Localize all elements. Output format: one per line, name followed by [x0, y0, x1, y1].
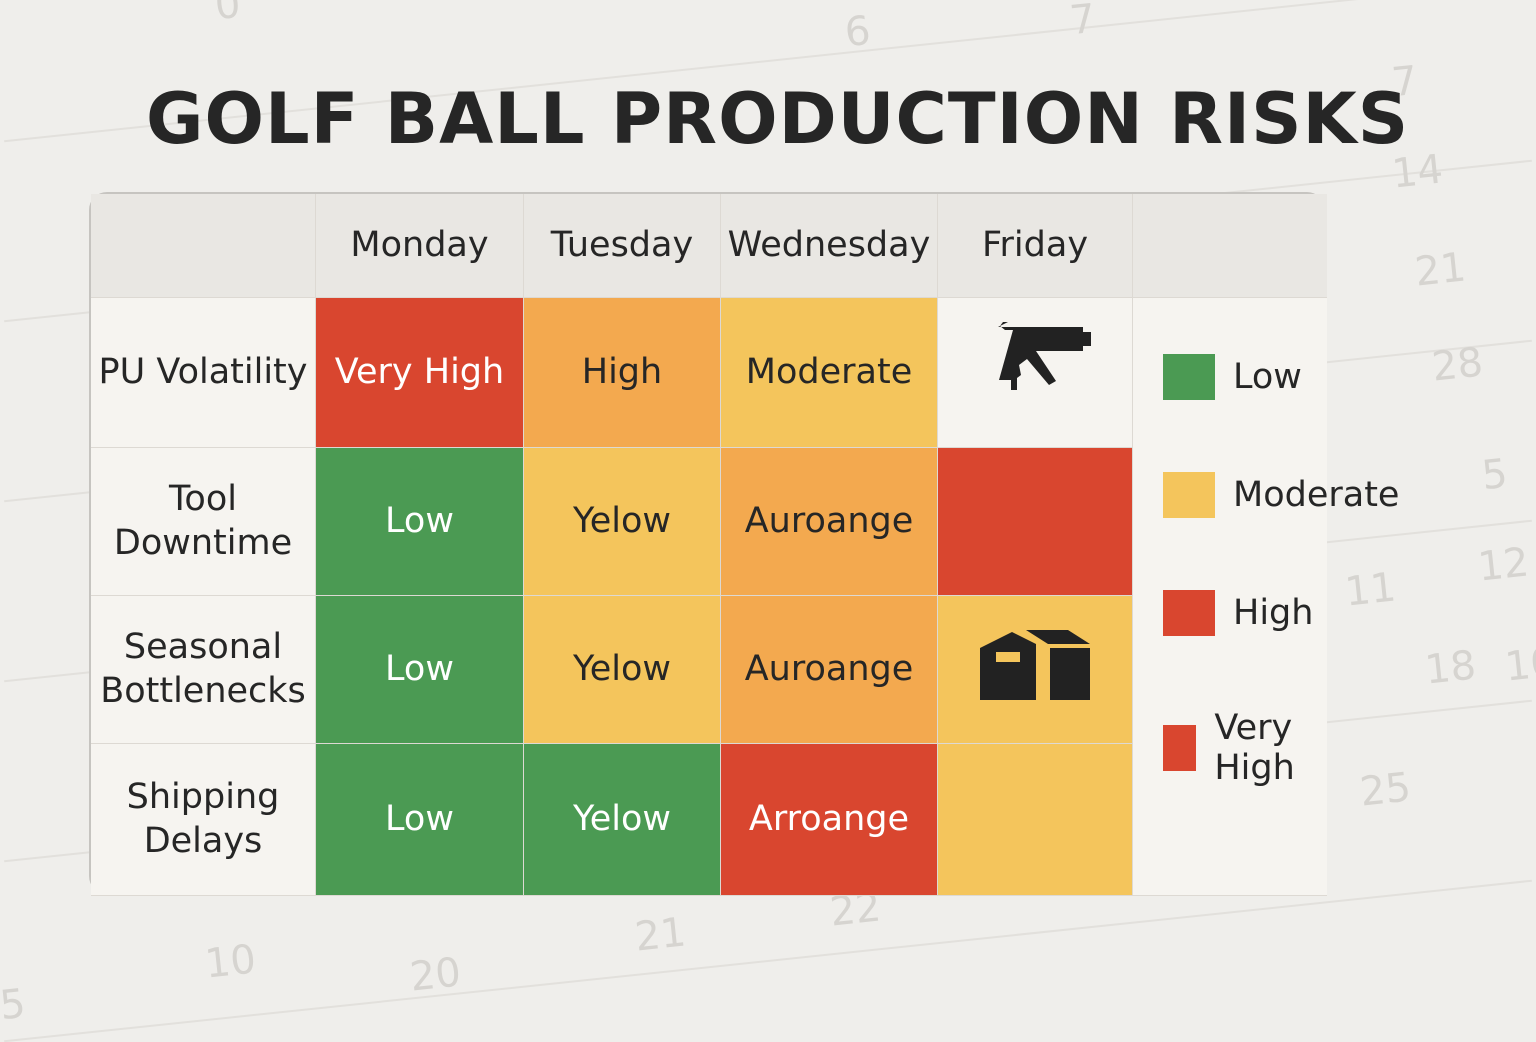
heatmap-cell: Yelow [524, 596, 721, 744]
calendar-day-number: 5 [1479, 450, 1510, 500]
heatmap-cell [938, 448, 1133, 596]
header-corner [91, 194, 316, 298]
heatmap-cell: Yelow [524, 744, 721, 896]
column-header: Friday [938, 194, 1133, 298]
legend-swatch [1163, 725, 1197, 771]
row-label: Tool Downtime [91, 448, 316, 596]
calendar-day-number: 21 [1412, 244, 1469, 296]
page-title: GOLF BALL PRODUCTION RISKS [146, 78, 1410, 160]
legend-label: High [1233, 593, 1314, 633]
legend-item: High [1163, 590, 1313, 636]
calendar-day-number: 5 [0, 980, 28, 1030]
row-label: PU Volatility [91, 298, 316, 448]
column-header: Monday [316, 194, 524, 298]
warehouse-icon [978, 626, 1093, 713]
legend-item: Very High [1163, 708, 1323, 788]
calendar-day-number: 18 [1422, 642, 1479, 694]
calendar-day-number: 10 [1502, 639, 1536, 691]
heatmap-cell [938, 596, 1133, 744]
row-label: Seasonal Bottlenecks [91, 596, 316, 744]
heatmap-cell: Low [316, 744, 524, 896]
legend-item: Moderate [1163, 472, 1399, 518]
heatmap-cell: Low [316, 596, 524, 744]
legend-label: Low [1233, 357, 1302, 397]
calendar-day-number: 7 [1067, 0, 1098, 45]
heatmap-cell: Moderate [721, 298, 938, 448]
heatmap-cell: Low [316, 448, 524, 596]
calendar-day-number: 20 [407, 949, 464, 1001]
legend-item: Low [1163, 354, 1302, 400]
heatmap-cell: Auroange [721, 448, 938, 596]
heatmap-cell [938, 298, 1133, 448]
heatmap-cell: Auroange [721, 596, 938, 744]
calendar-day-number: 0 [212, 0, 243, 30]
heatmap-cell: High [524, 298, 721, 448]
calendar-day-number: 21 [632, 909, 689, 961]
calendar-day-number: 11 [1342, 564, 1399, 616]
legend-label: Very High [1214, 708, 1295, 788]
heatmap-cell [938, 744, 1133, 896]
legend-label: Moderate [1233, 475, 1400, 515]
legend-swatch [1163, 590, 1215, 636]
calendar-day-number: 6 [842, 7, 873, 57]
calendar-day-number: 10 [202, 936, 259, 988]
header-legend-blank [1133, 194, 1327, 298]
column-header: Tuesday [524, 194, 721, 298]
heatmap-cell: Very High [316, 298, 524, 448]
heatmap-cell: Arroange [721, 744, 938, 896]
row-label: Shipping Delays [91, 744, 316, 896]
column-header: Wednesday [721, 194, 938, 298]
heatmap-cell: Yelow [524, 448, 721, 596]
calendar-day-number: 12 [1475, 539, 1532, 591]
legend-swatch [1163, 472, 1215, 518]
legend-swatch [1163, 354, 1215, 400]
calendar-day-number: 28 [1429, 339, 1486, 391]
glue-gun-icon [978, 319, 1093, 426]
risk-heatmap-table: Monday Tuesday Wednesday Friday PU Volatilit… [89, 192, 1399, 896]
calendar-day-number: 25 [1357, 764, 1414, 816]
